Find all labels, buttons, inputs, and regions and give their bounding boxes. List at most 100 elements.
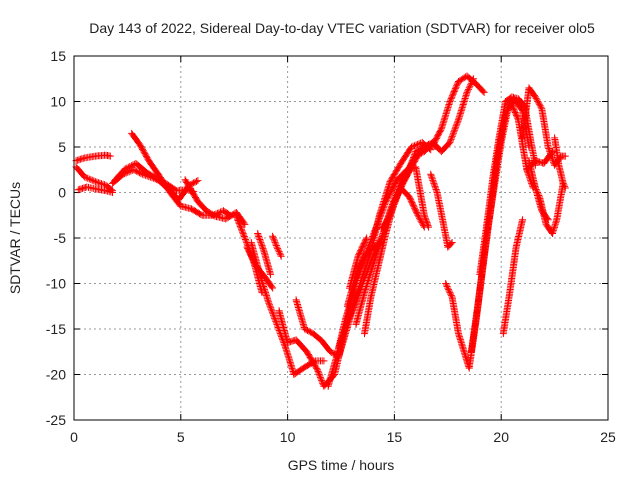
data-series	[523, 148, 556, 174]
data-point	[324, 354, 340, 390]
data-point	[531, 93, 545, 111]
data-point	[260, 248, 274, 277]
data-point	[529, 179, 543, 199]
x-tick-label: 5	[177, 429, 185, 445]
data-series	[551, 134, 569, 192]
data-point	[437, 140, 453, 156]
data-point	[403, 154, 419, 176]
data-point	[448, 239, 456, 247]
data-point	[273, 320, 289, 350]
x-tick-label: 10	[280, 429, 296, 445]
data-point	[188, 187, 201, 204]
data-series	[72, 151, 114, 165]
data-point	[194, 177, 202, 185]
data-point	[474, 254, 488, 310]
data-point	[269, 284, 277, 292]
x-axis-label: GPS time / hours	[288, 457, 395, 473]
data-point	[482, 176, 496, 233]
data-point	[540, 149, 555, 167]
data-point	[318, 337, 333, 354]
data-point	[303, 348, 321, 373]
data-point	[132, 159, 149, 175]
data-point	[448, 293, 462, 336]
data-point	[437, 99, 453, 133]
data-point	[292, 296, 308, 331]
data-point	[262, 275, 276, 291]
data-point	[455, 90, 470, 124]
data-point	[442, 280, 455, 300]
data-point	[373, 199, 389, 228]
data-point	[247, 239, 263, 277]
x-tick-label: 25	[600, 429, 616, 445]
data-point	[472, 79, 487, 95]
y-tick-label: 5	[58, 139, 66, 155]
data-point	[267, 270, 275, 278]
data-point	[489, 136, 503, 183]
axis-ticks: 0 5 10 15 20 25 -25 -20 -15 -10 -5 0 5 10 15	[46, 48, 616, 445]
data-point	[106, 152, 114, 160]
plot-frame	[73, 55, 609, 421]
chart-title: Day 143 of 2022, Sidereal Day-to-day VTE…	[89, 20, 595, 36]
data-point	[194, 198, 209, 214]
data-point	[463, 72, 478, 86]
data-point	[352, 290, 368, 328]
data-point	[446, 79, 462, 105]
data-series	[429, 72, 488, 149]
data-point	[480, 208, 494, 260]
data-point	[467, 304, 481, 356]
data-point	[282, 343, 297, 377]
data-point	[480, 88, 488, 96]
data-point	[446, 117, 462, 146]
data-point	[108, 189, 116, 196]
data-series	[254, 230, 275, 278]
data-point	[386, 190, 402, 219]
data-point	[440, 220, 451, 249]
data-point	[136, 141, 152, 163]
data-point	[538, 105, 552, 149]
data-point	[382, 178, 400, 206]
data-series	[74, 183, 116, 196]
data-series	[499, 216, 527, 338]
data-point	[254, 230, 268, 254]
y-tick-label: -25	[46, 412, 66, 428]
data-point	[164, 185, 182, 203]
x-tick-label: 0	[70, 429, 78, 445]
data-series	[181, 176, 249, 228]
y-tick-label: -15	[46, 321, 66, 337]
data-point	[555, 161, 567, 186]
data-series	[427, 170, 456, 251]
data-point	[277, 252, 285, 260]
data-point	[153, 175, 171, 192]
y-axis-label: SDTVAR / TECUs	[7, 182, 23, 294]
data-point	[145, 157, 163, 179]
data-point	[512, 217, 526, 251]
data-point	[81, 173, 98, 185]
data-point	[495, 99, 509, 142]
data-point	[548, 148, 556, 156]
data-points	[72, 72, 569, 390]
data-point	[256, 270, 272, 304]
data-point	[536, 193, 550, 227]
data-point	[301, 325, 316, 337]
data-point	[427, 170, 441, 195]
data-point	[264, 298, 280, 327]
data-point	[292, 336, 310, 355]
y-tick-label: -10	[46, 276, 66, 292]
data-point	[561, 152, 569, 160]
data-point	[352, 277, 368, 306]
data-point	[506, 245, 520, 297]
data-point	[525, 84, 538, 100]
data-point	[378, 213, 393, 233]
y-tick-label: -5	[54, 230, 67, 246]
data-point	[290, 364, 307, 378]
data-point	[335, 319, 351, 351]
data-point	[343, 299, 359, 326]
data-point	[397, 144, 415, 167]
y-tick-label: 0	[58, 185, 66, 201]
data-point	[414, 211, 427, 230]
data-point	[487, 158, 501, 215]
x-tick-label: 20	[493, 429, 509, 445]
data-point	[375, 231, 389, 265]
